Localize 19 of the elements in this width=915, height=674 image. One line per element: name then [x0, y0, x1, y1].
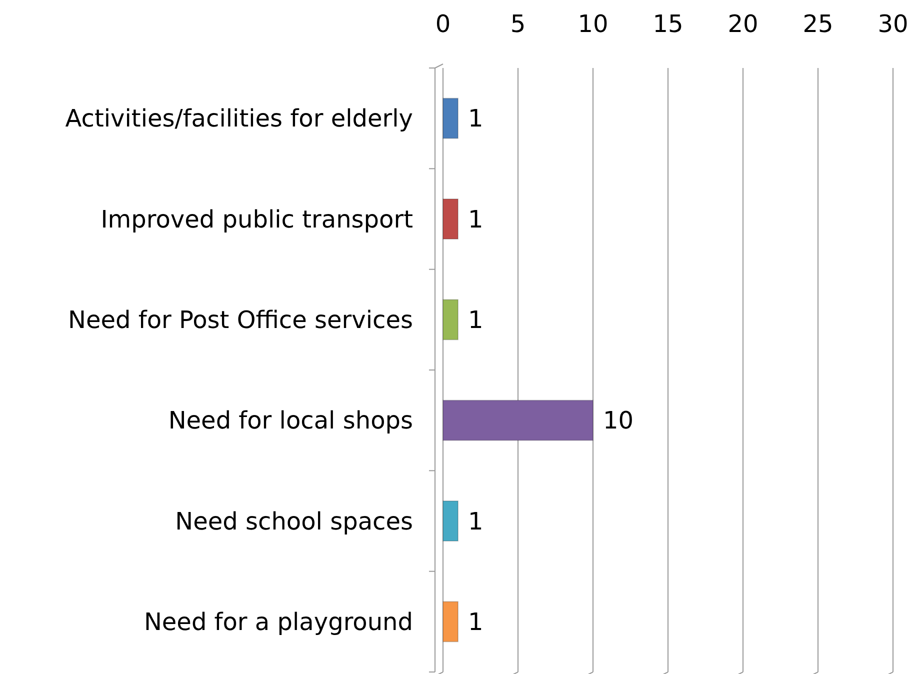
data-label: 1	[468, 205, 484, 234]
x-tick-label: 5	[510, 10, 526, 38]
x-tick-label: 25	[802, 10, 834, 38]
y-tick-label: Need for local shops	[168, 406, 413, 435]
x-tick-label: 20	[728, 10, 758, 38]
x-tick-label: 10	[578, 10, 608, 38]
y-tick-label: Need for Post Office services	[68, 306, 413, 334]
y-tick-label: Activities/facilities for elderly	[65, 104, 413, 133]
data-label: 1	[468, 608, 484, 636]
data-label: 1	[468, 104, 484, 133]
y-tick-label: Need for a playground	[144, 608, 413, 636]
x-tick-label: 15	[652, 10, 684, 38]
data-label: 10	[603, 406, 634, 435]
y-tick-label: Improved public transport	[100, 205, 413, 234]
data-label: 1	[468, 507, 484, 536]
y-tick-label: Need school spaces	[175, 507, 413, 536]
data-label: 1	[468, 306, 484, 334]
x-tick-label: 0	[435, 10, 451, 38]
x-tick-label: 30	[878, 10, 908, 38]
